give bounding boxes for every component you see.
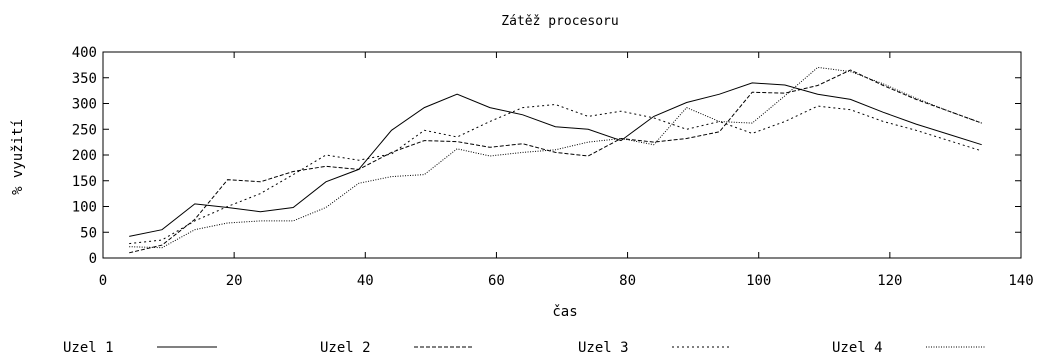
y-tick-label: 50	[80, 225, 97, 241]
x-tick-label: 0	[99, 273, 107, 289]
x-tick-label: 140	[1008, 273, 1033, 289]
y-tick-label: 150	[72, 174, 97, 190]
legend-label-uzel-4: Uzel 4	[832, 340, 883, 356]
y-tick-label: 350	[72, 71, 97, 87]
series-lines	[129, 66, 982, 254]
x-tick-label: 120	[877, 273, 902, 289]
x-axis-label: čas	[552, 304, 577, 320]
series-line-uzel-4	[129, 66, 982, 249]
x-axis: 0 20 40 60 80 100 120 140	[99, 52, 1034, 289]
series-line-uzel-2	[129, 69, 982, 254]
x-tick-label: 60	[488, 273, 505, 289]
y-axis: 0 50 100 150 200 250 300 350 400	[72, 45, 1021, 267]
x-tick-label: 80	[619, 273, 636, 289]
y-tick-label: 0	[89, 251, 97, 267]
legend-label-uzel-2: Uzel 2	[320, 340, 371, 356]
legend-label-uzel-1: Uzel 1	[63, 340, 114, 356]
x-tick-label: 20	[226, 273, 243, 289]
y-tick-label: 400	[72, 45, 97, 61]
plot-area	[102, 51, 1022, 259]
x-tick-label: 40	[357, 273, 374, 289]
y-tick-label: 300	[72, 97, 97, 113]
series-line-uzel-3	[129, 103, 982, 245]
plot-border	[102, 51, 1022, 259]
y-tick-label: 250	[72, 122, 97, 138]
y-axis-label: % využití	[10, 119, 26, 195]
legend: Uzel 1 Uzel 2 Uzel 3 Uzel 4	[63, 340, 986, 356]
chart-title: Zátěž procesoru	[501, 14, 618, 29]
legend-label-uzel-3: Uzel 3	[578, 340, 629, 356]
y-tick-label: 100	[72, 200, 97, 216]
y-tick-label: 200	[72, 148, 97, 164]
x-tick-label: 100	[746, 273, 771, 289]
series-line-uzel-1	[129, 82, 982, 237]
